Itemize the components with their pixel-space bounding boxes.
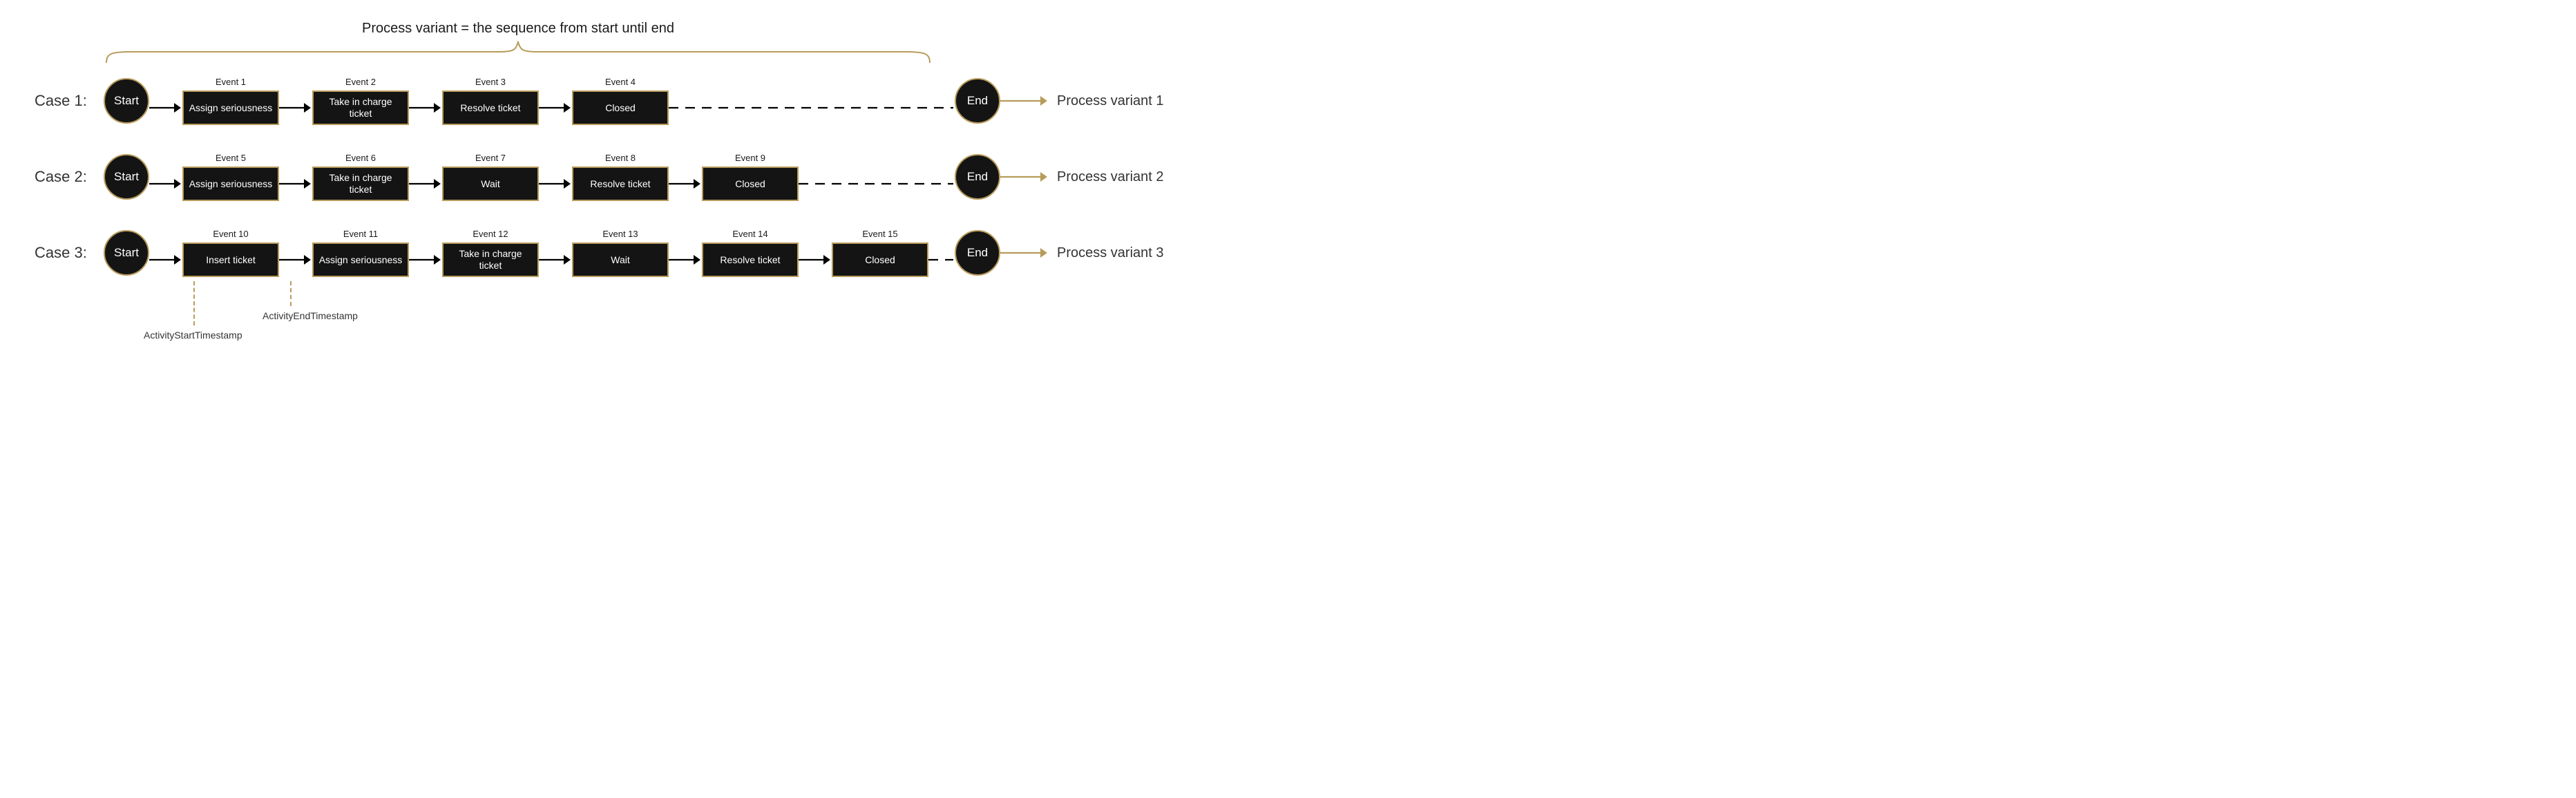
case-rows-container: Case 1:StartEvent 1Assign seriousnessEve…	[35, 77, 2541, 277]
event-tag: Event 2	[345, 77, 376, 88]
arrow-icon	[539, 102, 572, 114]
case-row: Case 1:StartEvent 1Assign seriousnessEve…	[35, 77, 2541, 125]
event-tag: Event 3	[475, 77, 506, 88]
arrow-icon	[799, 254, 832, 266]
event: Event 11 Assign seriousness	[312, 229, 409, 277]
event-tag: Event 5	[216, 153, 246, 164]
event-tag: Event 14	[732, 229, 767, 240]
event-tag: Event 4	[605, 77, 636, 88]
event-box: Resolve ticket	[572, 167, 669, 201]
start-node: Start	[104, 154, 149, 200]
arrow-icon	[279, 254, 312, 266]
event-box: Wait	[572, 243, 669, 277]
end-node: End	[955, 154, 1000, 200]
event: Event 9 Closed	[702, 153, 799, 201]
event: Event 15 Closed	[832, 229, 928, 277]
event-box: Take in charge ticket	[312, 91, 409, 125]
event-box: Assign seriousness	[182, 91, 279, 125]
event-tag: Event 12	[473, 229, 508, 240]
arrow-icon	[539, 178, 572, 190]
event: Event 8 Resolve ticket	[572, 153, 669, 201]
event-box: Insert ticket	[182, 243, 279, 277]
event-box: Closed	[572, 91, 669, 125]
event-tag: Event 10	[213, 229, 248, 240]
event-tag: Event 13	[602, 229, 638, 240]
event-box: Closed	[702, 167, 799, 201]
arrow-icon	[669, 254, 702, 266]
dashed-connector	[669, 102, 955, 114]
arrow-icon	[409, 178, 442, 190]
case-row: Case 3:StartEvent 10Insert ticketEvent 1…	[35, 229, 2541, 277]
event-tag: Event 15	[862, 229, 897, 240]
arrow-icon	[279, 102, 312, 114]
event: Event 7 Wait	[442, 153, 539, 201]
arrow-icon	[149, 102, 182, 114]
event: Event 5 Assign seriousness	[182, 153, 279, 201]
event-box: Assign seriousness	[312, 243, 409, 277]
start-node: Start	[104, 78, 149, 124]
variant-arrow-icon	[1000, 95, 1049, 107]
event-box: Resolve ticket	[702, 243, 799, 277]
event: Event 14 Resolve ticket	[702, 229, 799, 277]
event: Event 1 Assign seriousness	[182, 77, 279, 125]
arrow-icon	[279, 178, 312, 190]
event-tag: Event 1	[216, 77, 246, 88]
dashed-connector	[928, 254, 955, 266]
event: Event 3 Resolve ticket	[442, 77, 539, 125]
event: Event 10 Insert ticket	[182, 229, 279, 277]
variant-arrow-icon	[1000, 171, 1049, 183]
variant-label: Process variant 2	[1057, 169, 1164, 185]
event-box: Resolve ticket	[442, 91, 539, 125]
case-row: Case 2:StartEvent 5Assign seriousnessEve…	[35, 153, 2541, 201]
end-node: End	[955, 230, 1000, 276]
event-tag: Event 9	[735, 153, 765, 164]
event-box: Take in charge ticket	[312, 167, 409, 201]
variant-label: Process variant 3	[1057, 245, 1164, 261]
event: Event 13 Wait	[572, 229, 669, 277]
event: Event 2 Take in charge ticket	[312, 77, 409, 125]
activity-start-timestamp-label: ActivityStartTimestamp	[144, 330, 242, 341]
case-label: Case 1:	[35, 92, 104, 110]
event-tag: Event 11	[343, 229, 378, 240]
case-label: Case 2:	[35, 168, 104, 186]
event: Event 6 Take in charge ticket	[312, 153, 409, 201]
diagram-title: Process variant = the sequence from star…	[104, 21, 933, 37]
timestamp-annotation: ActivityStartTimestamp ActivityEndTimest…	[173, 281, 2541, 343]
case-label: Case 3:	[35, 244, 104, 262]
dashed-connector	[799, 178, 955, 190]
event: Event 4 Closed	[572, 77, 669, 125]
arrow-icon	[539, 254, 572, 266]
event-box: Wait	[442, 167, 539, 201]
arrow-icon	[409, 254, 442, 266]
event: Event 12 Take in charge ticket	[442, 229, 539, 277]
start-node: Start	[104, 230, 149, 276]
arrow-icon	[409, 102, 442, 114]
event-box: Assign seriousness	[182, 167, 279, 201]
variant-arrow-icon	[1000, 247, 1049, 259]
activity-end-timestamp-label: ActivityEndTimestamp	[263, 310, 358, 321]
arrow-icon	[149, 254, 182, 266]
event-tag: Event 6	[345, 153, 376, 164]
curly-brace	[104, 41, 933, 64]
variant-label: Process variant 1	[1057, 93, 1164, 109]
end-node: End	[955, 78, 1000, 124]
arrow-icon	[669, 178, 702, 190]
event-box: Take in charge ticket	[442, 243, 539, 277]
event-tag: Event 8	[605, 153, 636, 164]
event-tag: Event 7	[475, 153, 506, 164]
process-variant-diagram: Process variant = the sequence from star…	[35, 21, 2541, 343]
event-box: Closed	[832, 243, 928, 277]
arrow-icon	[149, 178, 182, 190]
